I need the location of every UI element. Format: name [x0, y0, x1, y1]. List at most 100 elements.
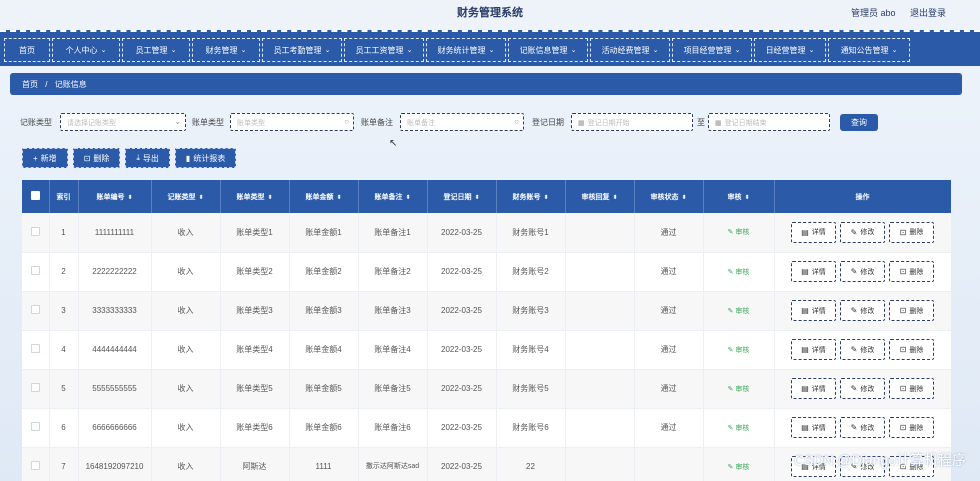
column-header[interactable]: 记账类型 ⬍	[151, 180, 221, 213]
edit-button[interactable]: ✎ 修改	[840, 378, 885, 399]
note-input[interactable]: 账单备注 ○	[400, 113, 524, 131]
nav-item-5[interactable]: 员工工资管理 ⌄	[344, 38, 424, 62]
sort-icon[interactable]: ⬍	[267, 194, 273, 201]
nav-item-9[interactable]: 项目经营管理 ⌄	[672, 38, 752, 62]
audit-link[interactable]: ✎ 审核	[728, 386, 750, 393]
column-header[interactable]: 登记日期 ⬍	[427, 180, 497, 213]
cell-audit: ✎ 审核	[703, 447, 775, 481]
row-delete-button-label: 删除	[909, 229, 924, 237]
query-button[interactable]: 查询	[840, 114, 878, 131]
column-header[interactable]: 审核回复 ⬍	[565, 180, 635, 213]
nav-item-6[interactable]: 财务统计管理 ⌄	[426, 38, 506, 62]
add-button[interactable]: + 新增	[22, 148, 68, 168]
breadcrumb: 首页 / 记账信息	[10, 73, 962, 95]
row-checkbox[interactable]	[30, 266, 40, 275]
row-delete-button[interactable]: ⊡ 删除	[889, 339, 934, 360]
export-button[interactable]: ⤓ 导出	[125, 148, 170, 168]
edit-button[interactable]: ✎ 修改	[840, 339, 885, 360]
column-header[interactable]: 账单备注 ⬍	[358, 180, 428, 213]
nav-item-label: 财务统计管理	[437, 45, 486, 55]
audit-link[interactable]: ✎ 审核	[728, 425, 750, 432]
column-header[interactable]: 账单编号 ⬍	[78, 180, 152, 213]
edit-pen-icon: ✎	[727, 307, 734, 315]
nav-item-1[interactable]: 个人中心 ⌄	[52, 38, 120, 62]
nav-item-4[interactable]: 员工考勤管理 ⌄	[262, 38, 342, 62]
audit-link[interactable]: ✎ 审核	[728, 229, 750, 236]
edit-button[interactable]: ✎ 修改	[840, 300, 885, 321]
logout-link[interactable]: 退出登录	[909, 8, 946, 18]
cell-date: 2022-03-25	[427, 213, 497, 253]
edit-button[interactable]: ✎ 修改	[840, 261, 885, 282]
row-delete-button[interactable]: ⊡ 删除	[889, 417, 934, 438]
nav-item-7[interactable]: 记账信息管理 ⌄	[508, 38, 588, 62]
audit-link[interactable]: ✎ 审核	[728, 269, 750, 276]
sort-icon[interactable]: ⬍	[405, 194, 411, 201]
nav-item-8[interactable]: 活动经费管理 ⌄	[590, 38, 670, 62]
sort-icon[interactable]: ⬍	[336, 194, 342, 201]
date-from-input[interactable]: ▦ 登记日期开始	[571, 113, 693, 131]
column-header[interactable]: 账单类型 ⬍	[220, 180, 290, 213]
detail-button[interactable]: ▤ 详情	[791, 417, 836, 438]
audit-link[interactable]: ✎ 审核	[728, 464, 750, 471]
sort-icon[interactable]: ⬍	[744, 194, 750, 201]
bill-type-label: 账单类型	[192, 118, 224, 127]
report-button[interactable]: ▮ 统计报表	[174, 148, 237, 168]
edit-button[interactable]: ✎ 修改	[840, 456, 885, 477]
row-delete-button[interactable]: ⊡ 删除	[889, 221, 934, 243]
row-delete-button[interactable]: ⊡ 删除	[889, 456, 934, 477]
row-checkbox[interactable]	[30, 383, 40, 392]
detail-button[interactable]: ▤ 详情	[791, 339, 836, 360]
delete-button[interactable]: ⊡ 删除	[72, 148, 121, 168]
row-delete-button[interactable]: ⊡ 删除	[889, 300, 934, 321]
edit-pen-icon: ✎	[850, 384, 858, 393]
row-checkbox[interactable]	[30, 422, 40, 431]
row-checkbox[interactable]	[30, 461, 40, 470]
nav-item-2[interactable]: 员工管理 ⌄	[122, 38, 190, 62]
column-header[interactable]: 审核状态 ⬍	[634, 180, 704, 213]
edit-button[interactable]: ✎ 修改	[840, 221, 885, 243]
chevron-down-icon: ⌄	[324, 47, 331, 54]
sort-icon[interactable]: ⬍	[198, 194, 204, 201]
sort-icon[interactable]: ⬍	[543, 194, 549, 201]
audit-link[interactable]: ✎ 审核	[728, 347, 750, 354]
cell-idx: 3	[49, 291, 79, 331]
bill-type-input[interactable]: 账单类型 ○	[230, 113, 354, 131]
column-header: 审核 ⬍	[703, 180, 775, 213]
mouse-cursor-icon: ↖	[389, 138, 398, 149]
breadcrumb-home[interactable]: 首页	[22, 80, 38, 89]
audit-link[interactable]: ✎ 审核	[728, 308, 750, 315]
row-checkbox[interactable]	[30, 226, 40, 236]
cell-type: 收入	[151, 213, 221, 253]
document-icon: ▤	[801, 345, 809, 354]
breadcrumb-separator: /	[45, 80, 48, 89]
sort-icon[interactable]: ⬍	[612, 194, 618, 201]
cell-idx: 2	[49, 252, 79, 292]
type-select[interactable]: 请选择记账类型 ⌄	[60, 113, 186, 131]
edit-button[interactable]: ✎ 修改	[840, 417, 885, 438]
column-header[interactable]: 账单金额 ⬍	[289, 180, 359, 213]
detail-button[interactable]: ▤ 详情	[791, 261, 836, 282]
sort-icon[interactable]: ⬍	[681, 194, 687, 201]
detail-button[interactable]: ▤ 详情	[791, 300, 836, 321]
nav-item-11[interactable]: 通知公告管理 ⌄	[828, 38, 910, 62]
row-checkbox[interactable]	[30, 305, 40, 314]
detail-button[interactable]: ▤ 详情	[791, 378, 836, 399]
cell-audit: ✎ 审核	[703, 330, 775, 370]
nav-item-0[interactable]: 首页	[4, 38, 50, 62]
sort-icon[interactable]: ⬍	[127, 194, 133, 201]
row-delete-button[interactable]: ⊡ 删除	[889, 261, 934, 282]
detail-button[interactable]: ▤ 详情	[791, 221, 836, 243]
sort-icon[interactable]: ⬍	[474, 194, 480, 201]
date-to-input[interactable]: ▦ 登记日期结束	[708, 113, 830, 131]
nav-item-10[interactable]: 日经营管理 ⌄	[754, 38, 826, 62]
select-all-checkbox[interactable]	[30, 191, 40, 200]
trash-icon: ⊡	[899, 384, 907, 393]
column-header[interactable]: 财务账号 ⬍	[496, 180, 566, 213]
row-delete-button[interactable]: ⊡ 删除	[889, 378, 934, 399]
document-icon: ▤	[801, 462, 809, 471]
row-checkbox[interactable]	[30, 344, 40, 353]
trash-icon: ⊡	[899, 423, 907, 432]
detail-button[interactable]: ▤ 详情	[791, 456, 836, 477]
nav-item-3[interactable]: 财务管理 ⌄	[192, 38, 260, 62]
cell-account: 财务账号1	[496, 213, 566, 253]
